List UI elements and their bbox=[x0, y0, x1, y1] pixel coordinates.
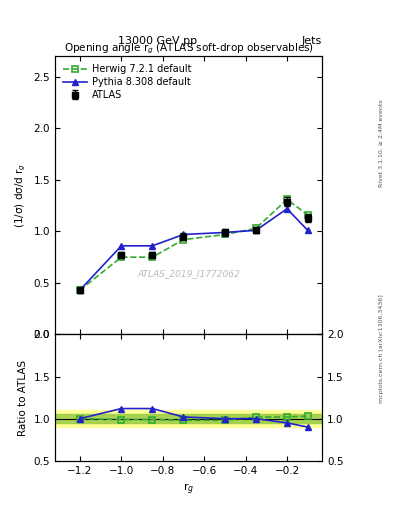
Text: 13000 GeV pp: 13000 GeV pp bbox=[118, 36, 197, 46]
Text: Jets: Jets bbox=[302, 36, 322, 46]
Title: Opening angle r$_g$ (ATLAS soft-drop observables): Opening angle r$_g$ (ATLAS soft-drop obs… bbox=[64, 41, 314, 56]
Line: Herwig 7.2.1 default: Herwig 7.2.1 default bbox=[76, 196, 311, 293]
Bar bbox=[55, 410, 322, 427]
Herwig 7.2.1 default bbox=[222, 231, 227, 238]
Herwig 7.2.1 default bbox=[305, 212, 310, 218]
Y-axis label: Ratio to ATLAS: Ratio to ATLAS bbox=[18, 359, 28, 436]
Bar bbox=[55, 414, 322, 423]
Y-axis label: (1/σ) dσ/d r$_g$: (1/σ) dσ/d r$_g$ bbox=[14, 163, 28, 228]
Herwig 7.2.1 default bbox=[77, 287, 82, 293]
Herwig 7.2.1 default bbox=[181, 237, 186, 243]
Legend: Herwig 7.2.1 default, Pythia 8.308 default, ATLAS: Herwig 7.2.1 default, Pythia 8.308 defau… bbox=[59, 60, 195, 104]
Pythia 8.308 default bbox=[285, 206, 289, 212]
Pythia 8.308 default bbox=[222, 229, 227, 236]
Pythia 8.308 default bbox=[305, 227, 310, 233]
Line: Pythia 8.308 default: Pythia 8.308 default bbox=[76, 205, 311, 293]
Pythia 8.308 default bbox=[181, 231, 186, 238]
Pythia 8.308 default bbox=[253, 227, 258, 233]
Herwig 7.2.1 default bbox=[119, 254, 124, 260]
X-axis label: r$_g$: r$_g$ bbox=[183, 481, 194, 497]
Text: mcplots.cern.ch [arXiv:1306.3436]: mcplots.cern.ch [arXiv:1306.3436] bbox=[379, 294, 384, 402]
Pythia 8.308 default bbox=[150, 243, 155, 249]
Herwig 7.2.1 default bbox=[150, 254, 155, 260]
Pythia 8.308 default bbox=[77, 287, 82, 293]
Pythia 8.308 default bbox=[119, 243, 124, 249]
Text: ATLAS_2019_I1772062: ATLAS_2019_I1772062 bbox=[137, 269, 240, 278]
Herwig 7.2.1 default bbox=[253, 225, 258, 231]
Text: Rivet 3.1.10, ≥ 2.4M events: Rivet 3.1.10, ≥ 2.4M events bbox=[379, 99, 384, 187]
Herwig 7.2.1 default bbox=[285, 197, 289, 203]
